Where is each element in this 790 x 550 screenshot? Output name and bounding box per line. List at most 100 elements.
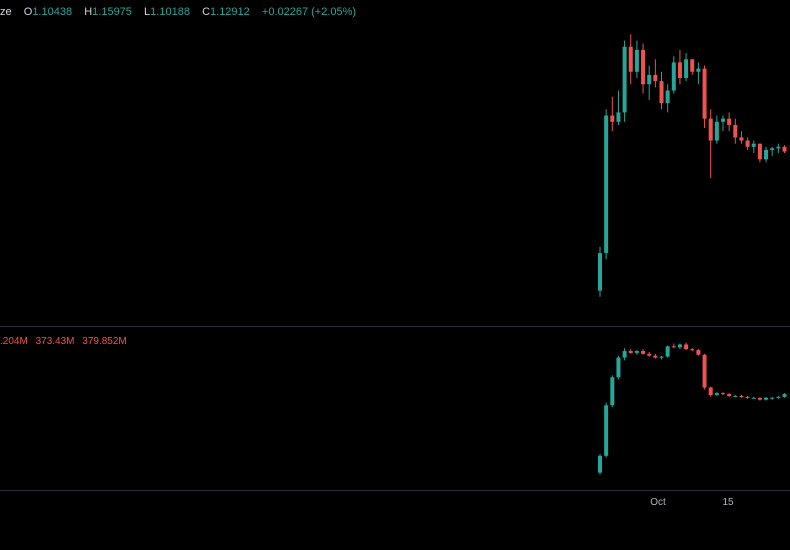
price-candle-body [641,49,646,85]
price-candle-body [598,253,602,291]
time-tick-15: 15 [722,497,734,508]
indicator-candle [764,396,769,401]
indicator-candle-body [598,455,602,473]
price-candle [770,146,775,157]
indicator-candle-body [604,405,609,456]
price-candle [641,43,646,94]
indicator-candle-body [641,351,646,354]
price-candle-body [616,112,621,122]
price-candle [604,109,609,260]
indicator-legend: .204M 373.43M 379.852M [0,336,127,347]
indicator-candle-body [751,397,756,399]
time-tick-oct: Oct [650,497,666,508]
price-candle-body [702,68,707,119]
indicator-candle [622,348,627,361]
indicator-candle-body [677,344,682,348]
price-pane[interactable] [0,0,790,326]
price-candle [647,65,652,100]
indicator-candle [659,355,664,360]
indicator-candle-body [770,397,775,399]
indicator-candle [708,386,713,397]
indicator-candle-body [610,377,615,406]
price-candle-body [634,49,639,72]
price-candle [714,115,719,144]
indicator-candle-body [628,351,633,353]
indicator-candle [690,348,695,352]
indicator-candle [696,349,701,356]
indicator-candle-body [702,354,707,388]
indicator-chart-svg[interactable] [0,327,790,490]
price-candle [745,137,750,150]
symbol-name-tail: ze [0,6,12,18]
price-candle [721,115,725,132]
price-candle [776,143,781,154]
indicator-candle-body [757,397,762,400]
close-label: C [202,6,211,18]
indicator-candle-body [647,353,652,356]
indicator-candle [647,351,652,357]
price-candle [659,71,664,110]
ohlc-legend: ze O1.10438 H1.15975 L1.10188 C1.12912 +… [0,6,356,18]
indicator-candle-body [727,394,732,396]
indicator-candle [770,396,775,400]
price-candle-body [745,140,750,147]
price-candle [677,49,682,85]
indicator-candle [665,345,670,358]
high-label: H [84,6,93,18]
indicator-value-2: 373.43M [35,336,75,347]
price-candle [628,34,633,85]
indicator-candle-body [659,356,664,358]
price-candle-body [610,115,615,122]
indicator-candle [610,375,615,408]
price-candle [751,140,756,154]
indicator-candle-body [739,395,744,397]
pane-divider[interactable] [0,326,790,327]
indicator-candle [782,393,787,398]
indicator-candle [653,353,658,359]
bottom-bar [0,514,790,550]
indicator-candle-body [745,396,750,398]
indicator-candle [684,342,689,351]
indicator-candle-body [622,351,627,358]
price-candle [708,109,713,179]
indicator-candle [671,343,676,349]
price-candle [782,145,787,154]
price-candle [598,246,602,297]
low-label: L [144,6,151,18]
price-candle [690,59,695,75]
indicator-candle-body [616,357,621,378]
price-candle-body [757,143,762,160]
price-candle [616,90,621,125]
indicator-candle-body [721,393,725,395]
price-candle [702,65,707,129]
price-candle [653,59,658,88]
indicator-candle [628,349,633,354]
indicator-candle-body [653,355,658,358]
price-candle [665,84,670,113]
price-candle-body [671,62,676,91]
time-axis[interactable]: Oct 15 [0,491,790,513]
indicator-candle-body [708,387,713,395]
indicator-candle [757,397,762,401]
price-candle [733,118,738,144]
price-candle [634,40,639,79]
indicator-candle-body [782,394,787,397]
close-value: 1.12912 [210,6,250,18]
open-value: 1.10438 [32,6,73,18]
indicator-candle [634,350,639,355]
price-candle-body [604,115,609,254]
price-candle-body [782,146,787,152]
price-candle-body [714,121,719,141]
open-label: O [23,6,33,18]
price-chart-svg[interactable] [0,0,790,326]
indicator-candle [727,393,732,397]
indicator-candle [616,355,621,380]
price-candle-body [684,59,689,79]
indicator-pane[interactable] [0,327,790,490]
price-candle [610,96,615,132]
change-value: +0.02267 (+2.05%) [261,6,357,18]
indicator-candle-body [634,351,639,353]
price-candle [671,56,676,94]
price-candle [727,112,732,132]
price-candle [739,131,744,144]
